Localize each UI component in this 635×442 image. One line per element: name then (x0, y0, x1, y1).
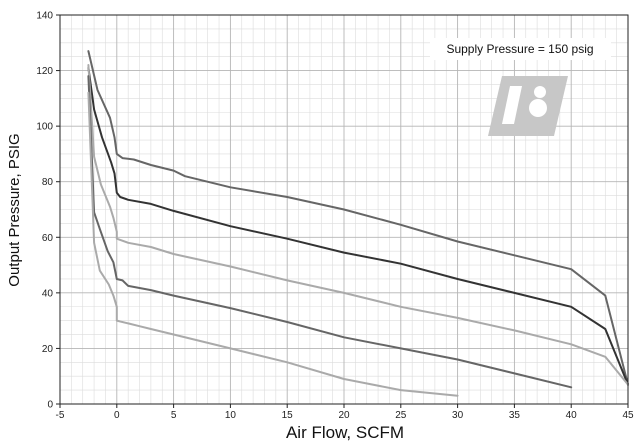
series-line-4 (87, 75, 573, 389)
x-tick-label: 35 (509, 410, 521, 421)
y-tick-label: 80 (42, 177, 54, 188)
y-tick-label: 60 (42, 233, 54, 244)
x-tick-label: 40 (566, 410, 578, 421)
x-axis-title: Air Flow, SCFM (286, 423, 404, 442)
supply-pressure-annotation: Supply Pressure = 150 psig (430, 38, 611, 60)
x-tick-label: 10 (225, 410, 237, 421)
brand-logo (488, 76, 568, 136)
x-tick-label: 30 (452, 410, 464, 421)
series-layer (87, 50, 629, 397)
y-axis: 0 20 40 60 80 100 120 140 (36, 11, 60, 411)
y-tick-label: 140 (36, 11, 53, 22)
y-tick-label: 100 (36, 122, 53, 133)
annotation-background (430, 38, 611, 60)
x-tick-label: -5 (56, 410, 65, 421)
y-axis-title: Output Pressure, PSIG (6, 133, 23, 286)
y-tick-label: 120 (36, 66, 53, 77)
x-tick-label: 15 (282, 410, 294, 421)
y-tick-label: 20 (42, 344, 54, 355)
series-line-5 (87, 91, 459, 397)
series-line-1 (87, 50, 629, 386)
y-tick-label: 40 (42, 288, 54, 299)
minor-grid (60, 15, 628, 404)
series-line-2 (87, 66, 629, 386)
series-line-3 (87, 64, 629, 386)
x-tick-label: 25 (395, 410, 407, 421)
x-tick-label: 20 (338, 410, 350, 421)
x-axis: -5 0 5 10 15 20 25 30 35 40 45 (56, 404, 634, 421)
x-tick-label: 45 (622, 410, 634, 421)
annotation-text: Supply Pressure = 150 psig (446, 42, 593, 56)
x-tick-label: 5 (171, 410, 177, 421)
x-tick-label: 0 (114, 410, 120, 421)
y-tick-label: 0 (47, 400, 53, 411)
